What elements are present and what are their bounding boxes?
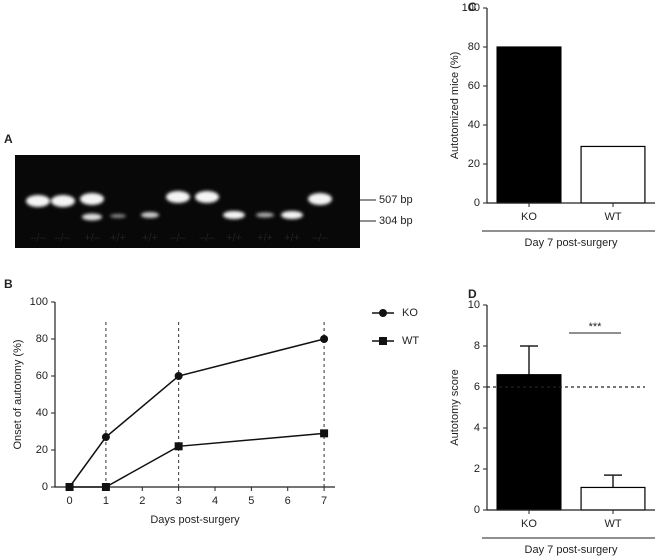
lane-label: –/– xyxy=(30,232,46,244)
point xyxy=(65,483,74,491)
lane-label: +/+ xyxy=(284,232,300,244)
lane-label: +/+ xyxy=(257,232,273,244)
y-tick-label: 20 xyxy=(36,444,48,456)
series-line xyxy=(69,432,325,488)
lane-label: +/– xyxy=(84,232,100,244)
x-tick-label: 5 xyxy=(248,495,254,507)
y-axis-label: Autotomized mice (%) xyxy=(449,52,461,160)
axis xyxy=(54,302,335,488)
lane-label: +/+ xyxy=(226,232,242,244)
panel-label: A xyxy=(4,132,13,146)
legend-label: WT xyxy=(402,335,419,347)
legend-label: KO xyxy=(402,307,418,319)
x-tick-label: 2 xyxy=(139,495,145,507)
x-tick-label: 3 xyxy=(176,495,182,507)
legend-marker xyxy=(379,337,387,345)
bar xyxy=(496,46,562,204)
y-tick-label: 0 xyxy=(474,504,480,516)
point xyxy=(174,372,183,380)
lane-label: +/+ xyxy=(142,232,158,244)
y-tick-label: 4 xyxy=(474,422,480,434)
marker-label: 304 bp xyxy=(379,215,413,227)
y-tick-label: 60 xyxy=(36,370,48,382)
y-tick-label: 80 xyxy=(468,41,480,53)
y-tick-label: 2 xyxy=(474,463,480,475)
y-tick-label: 0 xyxy=(474,197,480,209)
point xyxy=(320,429,329,438)
bar xyxy=(580,145,646,204)
y-tick-label: 10 xyxy=(468,299,480,311)
y-tick-label: 0 xyxy=(42,481,48,493)
x-tick-label: WT xyxy=(604,211,621,223)
x-tick-label: WT xyxy=(604,518,621,530)
bar xyxy=(496,374,562,511)
x-tick-label: 7 xyxy=(321,495,327,507)
y-axis-label: Onset of autotomy (%) xyxy=(12,339,24,449)
panel-label: C xyxy=(468,0,477,14)
point xyxy=(174,442,183,451)
x-tick-label: KO xyxy=(521,211,537,223)
y-tick-label: 6 xyxy=(474,381,480,393)
lane-label: –/– xyxy=(199,232,215,244)
x-tick-label: KO xyxy=(521,518,537,530)
y-tick-label: 40 xyxy=(36,407,48,419)
y-tick-label: 20 xyxy=(468,158,480,170)
y-tick-label: 40 xyxy=(468,119,480,131)
y-tick-label: 80 xyxy=(36,333,48,345)
gel-bands xyxy=(26,191,332,221)
lane-label: –/– xyxy=(170,232,186,244)
axis xyxy=(486,305,655,511)
y-tick-label: 8 xyxy=(474,340,480,352)
x-tick-label: 1 xyxy=(103,495,109,507)
marker-label: 507 bp xyxy=(379,194,413,206)
lane-label: –/– xyxy=(312,232,328,244)
point xyxy=(101,433,110,442)
y-axis-label: Autotomy score xyxy=(449,369,461,445)
legend-marker xyxy=(379,309,387,317)
x-axis-label: Day 7 post-surgery xyxy=(525,237,618,249)
y-tick-label: 100 xyxy=(462,2,480,14)
x-tick-label: 4 xyxy=(212,495,218,507)
panel-label: D xyxy=(468,287,477,301)
significance-label: *** xyxy=(589,321,603,333)
point xyxy=(101,483,110,491)
bar xyxy=(580,486,646,511)
y-tick-label: 60 xyxy=(468,80,480,92)
x-axis-label: Days post-surgery xyxy=(150,514,240,526)
point xyxy=(320,335,329,343)
y-tick-label: 100 xyxy=(30,296,48,308)
panel-label: B xyxy=(4,277,13,291)
x-tick-label: 6 xyxy=(285,495,291,507)
x-tick-label: 0 xyxy=(66,495,72,507)
lane-label: –/– xyxy=(54,232,70,244)
axis xyxy=(486,8,655,204)
series-line xyxy=(68,338,325,488)
lane-label: +/+ xyxy=(110,232,126,244)
x-axis-label: Day 7 post-surgery xyxy=(525,544,618,556)
